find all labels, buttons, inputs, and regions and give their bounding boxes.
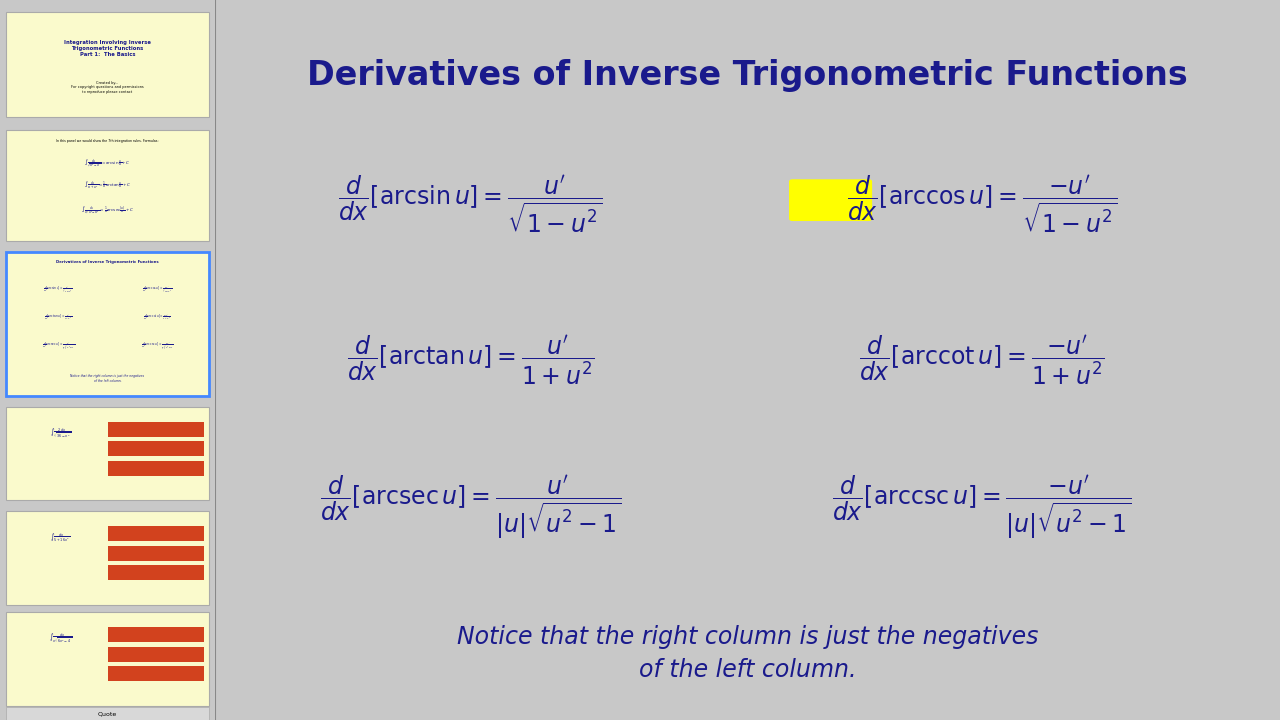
Text: Created by...
For copyright questions and permissions
to reproduce please contac: Created by... For copyright questions an… [72,81,143,94]
Text: of the left column.: of the left column. [639,657,856,682]
Text: In this panel we would show the 7th integration rules. Formulas:: In this panel we would show the 7th inte… [56,139,159,143]
Text: $\dfrac{d}{dx}\left[\arccos u\right] = \dfrac{-u'}{\sqrt{1 - u^2}}$: $\dfrac{d}{dx}\left[\arccos u\right] = \… [846,174,1117,236]
Text: Integration Involving Inverse
Trigonometric Functions
Part 1:  The Basics: Integration Involving Inverse Trigonomet… [64,40,151,57]
Text: $\frac{d}{dx}[\arcsin u]=\frac{u'}{\sqrt{1-u^2}}$: $\frac{d}{dx}[\arcsin u]=\frac{u'}{\sqrt… [44,284,73,294]
Bar [108,565,205,580]
FancyBboxPatch shape [6,511,209,605]
Text: $\frac{d}{dx}[\arctan u]=\frac{u'}{1+u^2}$: $\frac{d}{dx}[\arctan u]=\frac{u'}{1+u^2… [44,312,72,322]
Text: $\frac{d}{dx}[\mathrm{arccsc}\,u]=\frac{-u'}{|u|\sqrt{u^2-1}}$: $\frac{d}{dx}[\mathrm{arccsc}\,u]=\frac{… [141,340,173,351]
FancyBboxPatch shape [6,130,209,241]
Text: $\int\frac{2\,dx}{\sqrt{36-x^2}}$: $\int\frac{2\,dx}{\sqrt{36-x^2}}$ [50,426,70,440]
FancyBboxPatch shape [788,179,872,221]
Text: $\dfrac{d}{dx}\left[\mathrm{arccot}\, u\right] = \dfrac{-u'}{1 + u^2}$: $\dfrac{d}{dx}\left[\mathrm{arccot}\, u\… [859,333,1105,387]
Text: $\int\frac{du}{u\sqrt{u^2-a^2}}=\frac{1}{a}\mathrm{arcsec}\frac{|u|}{a}+C$: $\int\frac{du}{u\sqrt{u^2-a^2}}=\frac{1}… [81,204,134,216]
Text: Quote: Quote [97,711,118,716]
Text: Derivatives of Inverse Trigonometric Functions: Derivatives of Inverse Trigonometric Fun… [307,59,1188,92]
Bar [108,526,205,541]
Bar [108,461,205,476]
Text: $\dfrac{d}{dx}\left[\arcsin u\right] = \dfrac{u'}{\sqrt{1 - u^2}}$: $\dfrac{d}{dx}\left[\arcsin u\right] = \… [338,174,603,236]
Bar [108,647,205,662]
Text: $\frac{d}{dx}[\mathrm{arcsec}\,u]=\frac{u'}{|u|\sqrt{u^2-1}}$: $\frac{d}{dx}[\mathrm{arcsec}\,u]=\frac{… [41,340,74,351]
FancyBboxPatch shape [6,12,209,117]
Bar [108,441,205,456]
Text: $\int\frac{du}{a^2+u^2}=\frac{1}{a}\arctan\frac{u}{a}+C$: $\int\frac{du}{a^2+u^2}=\frac{1}{a}\arct… [84,180,131,191]
Text: $\dfrac{d}{dx}\left[\arctan u\right] = \dfrac{u'}{1 + u^2}$: $\dfrac{d}{dx}\left[\arctan u\right] = \… [347,333,594,387]
Text: $\int\frac{dx}{5+16x^2}$: $\int\frac{dx}{5+16x^2}$ [50,531,70,544]
Text: $\frac{d}{dx}[\arccos u]=\frac{-u'}{\sqrt{1-u^2}}$: $\frac{d}{dx}[\arccos u]=\frac{-u'}{\sqr… [142,284,173,294]
Text: Derivatives of Inverse Trigonometric Functions: Derivatives of Inverse Trigonometric Fun… [56,260,159,264]
Text: $\dfrac{d}{dx}\left[\mathrm{arcsec}\, u\right] = \dfrac{u'}{|u|\sqrt{u^2 - 1}}$: $\dfrac{d}{dx}\left[\mathrm{arcsec}\, u\… [320,474,621,541]
FancyBboxPatch shape [6,707,209,720]
Bar [108,627,205,642]
Text: $\int\frac{du}{\sqrt{a^2-u^2}}=\arcsin\frac{u}{a}+C$: $\int\frac{du}{\sqrt{a^2-u^2}}=\arcsin\f… [84,157,131,169]
Text: $\frac{d}{dx}[\mathrm{arccot}\,u]=\frac{-u'}{1+u^2}$: $\frac{d}{dx}[\mathrm{arccot}\,u]=\frac{… [143,312,172,322]
Bar [108,546,205,561]
FancyBboxPatch shape [6,612,209,706]
Text: Notice that the right column is just the negatives
of the left column.: Notice that the right column is just the… [70,374,145,383]
FancyBboxPatch shape [6,407,209,500]
Bar [108,666,205,681]
Bar [108,422,205,437]
Text: $\dfrac{d}{dx}\left[\mathrm{arccsc}\, u\right] = \dfrac{-u'}{|u|\sqrt{u^2 - 1}}$: $\dfrac{d}{dx}\left[\mathrm{arccsc}\, u\… [832,474,1132,541]
FancyBboxPatch shape [6,252,209,396]
Text: Notice that the right column is just the negatives: Notice that the right column is just the… [457,625,1038,649]
Text: $\int\frac{dx}{x\sqrt{6x^2-4}}$: $\int\frac{dx}{x\sqrt{6x^2-4}}$ [49,631,72,645]
